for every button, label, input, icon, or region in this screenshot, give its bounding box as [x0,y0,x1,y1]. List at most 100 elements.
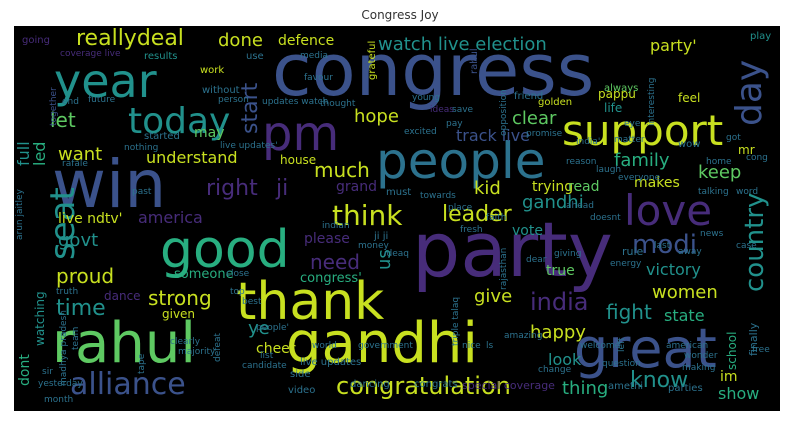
word-school: school [725,331,739,370]
word-cong: cong [746,153,768,163]
word-wonder: wonder [684,351,718,361]
word-grateful: grateful [367,40,378,80]
word-future: future [88,95,116,105]
word-rahul-small: rahul [469,48,480,74]
word-someone: someone [174,267,234,282]
word-together: together [49,87,59,126]
word-nice: nice [462,341,481,351]
word-family: family [614,150,670,171]
word-look: look [548,350,582,369]
word-thing: thing [562,378,609,399]
word-fresh: fresh [460,225,483,235]
word-work: work [200,65,225,76]
word-month: month [44,395,74,405]
word-track-live: track live [456,126,531,145]
word-special-coverage: special coverage [462,379,555,392]
word-defence: defence [278,33,335,49]
word-indian: indian [322,221,350,231]
word-video: video [288,385,316,396]
word-amazing: amazing [504,331,543,341]
word-know: know [630,368,689,393]
word-eye: eye [624,119,641,129]
word-side: side [290,369,311,380]
word-money: money [358,241,389,251]
word-making: making [682,363,716,373]
word-live-updates-quote: live updates' [220,141,278,151]
word-much: much [314,158,370,182]
word-ls: ls [486,341,494,351]
word-cloud: congress party win people rahul gandhi y… [14,26,780,411]
word-team: team [71,326,81,350]
word-dance: dance [104,289,141,303]
word-life: life [604,101,623,115]
word-clearly: clearly [170,337,201,347]
word-american: american [666,341,709,351]
word-word: word [736,187,759,197]
word-leader: leader [442,202,512,227]
word-thought: thought [320,99,356,109]
word-pay: pay [446,119,463,129]
word-may: may [194,125,225,141]
word-everyone: everyone [618,173,661,183]
word-candidate: candidate [242,361,287,371]
word-victory: victory [646,260,701,279]
word-modi: modi [632,230,697,260]
word-strong: strong [148,286,212,310]
word-start: start [238,82,263,134]
word-mr: mr [738,143,755,157]
word-save: save [452,105,474,115]
word-home: home [706,157,732,167]
word-govt: govt [58,230,99,251]
word-clear: clear [512,108,557,129]
word-world: world [312,341,337,351]
word-grand: grand [336,179,377,195]
word-dont: dont [17,354,33,386]
word-yesterday: yesterday [38,379,83,389]
word-watching: watching [33,291,47,346]
word-promise: promise [526,129,563,139]
word-rule: rule [622,245,644,258]
word-think: think [332,199,403,232]
word-updates-watch: updates watch [262,97,329,107]
word-trying: trying [532,179,574,195]
word-keep: keep [698,162,742,183]
word-ideas: ideas [430,105,454,115]
word-wow: wow [678,139,701,150]
word-ahead: ahead [566,201,594,211]
word-place: place [448,203,473,213]
word-triple-talaq: triple talaq [451,296,461,346]
word-got: got [726,133,741,143]
word-makes: makes [634,175,680,191]
word-truth: truth [56,287,79,297]
word-good: good [160,220,290,280]
word-ji: ji [276,176,289,201]
word-talking: talking [698,187,729,197]
word-feel: feel [678,91,701,105]
word-free: free [752,345,770,355]
word-doesnt: doesnt [590,213,621,223]
word-coverage-live: coverage live [60,49,121,59]
word-please: please [304,231,350,247]
word-past: past [132,187,152,197]
word-congress: congress [272,28,595,112]
word-vote: vote [512,223,543,239]
word-fight: fight [606,300,652,324]
word-congress-quote: congress' [300,271,362,286]
word-media: media [300,51,329,61]
word-love: love [624,186,713,235]
word-state: state [664,306,705,325]
word-excited: excited [404,127,437,137]
word-without: without [202,85,240,96]
word-interesting: interesting [647,77,657,126]
word-live-updates: live updates [300,357,362,368]
word-great: great [574,317,717,380]
word-towards: towards [420,191,456,201]
word-thank: thank [236,272,385,332]
word-given: given [162,307,196,321]
word-golden: golden [538,97,573,108]
word-government: government [358,341,413,351]
word-end: end [62,97,79,107]
word-play: play [750,31,772,42]
word-madhya-pradesh: madhya pradesh [59,310,69,386]
word-matter: matter [614,135,645,145]
